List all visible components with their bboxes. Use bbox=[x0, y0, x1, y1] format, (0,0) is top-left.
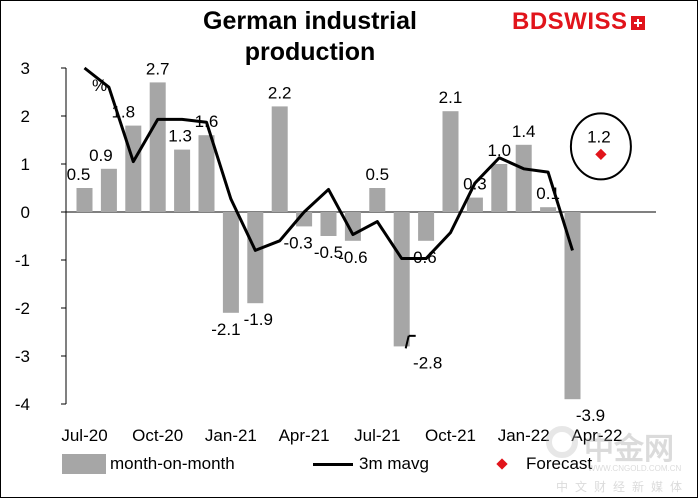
x-tick-label: Apr-21 bbox=[279, 426, 330, 445]
bar-data-label: 1.0 bbox=[487, 141, 511, 160]
bar-data-label: -3.9 bbox=[576, 406, 605, 425]
bar bbox=[174, 149, 191, 212]
y-tick-label: -3 bbox=[15, 347, 30, 366]
x-tick-label: Oct-20 bbox=[132, 426, 183, 445]
brand-name: BDSWISS bbox=[512, 8, 628, 35]
x-tick-label: Jan-21 bbox=[205, 426, 257, 445]
bar-data-label: 1.8 bbox=[111, 103, 135, 122]
watermark-logo-icon bbox=[546, 426, 578, 458]
bar bbox=[393, 212, 410, 347]
bar-data-label: 0.5 bbox=[67, 165, 91, 184]
forecast-data-label: 1.2 bbox=[587, 127, 611, 146]
watermark: 中金网 WWW.CNGOLD.COM.CN 中文财经新媒体 bbox=[546, 420, 696, 495]
bar bbox=[222, 212, 239, 313]
bar bbox=[491, 164, 508, 212]
legend-line-swatch bbox=[313, 462, 353, 466]
x-tick-label: Jul-20 bbox=[61, 426, 107, 445]
bar bbox=[198, 135, 215, 212]
watermark-name: 中金网 bbox=[584, 432, 674, 467]
bar bbox=[466, 197, 483, 212]
bar-data-label: -0.6 bbox=[338, 248, 367, 267]
bar-data-label: -0.5 bbox=[314, 243, 343, 262]
y-tick-label: 2 bbox=[21, 107, 30, 126]
bar bbox=[149, 82, 166, 213]
legend-label-forecast: Forecast bbox=[526, 454, 593, 473]
bar-data-label: 1.6 bbox=[195, 112, 219, 131]
bar bbox=[564, 212, 581, 400]
bar-data-label: -2.1 bbox=[211, 320, 240, 339]
bar-data-label: 1.4 bbox=[512, 122, 536, 141]
bar-data-label: -2.8 bbox=[413, 353, 442, 372]
legend-item-forecast: Forecast bbox=[488, 454, 592, 474]
bar bbox=[247, 212, 264, 304]
y-tick-label: 0 bbox=[21, 203, 30, 222]
y-tick-label: -4 bbox=[15, 395, 30, 414]
bar-data-label: 1.3 bbox=[168, 127, 192, 146]
forecast-highlight-circle bbox=[569, 112, 632, 181]
swiss-cross-icon bbox=[630, 16, 645, 30]
bar-data-label: 0.1 bbox=[536, 184, 560, 203]
forecast-point bbox=[595, 148, 607, 161]
y-tick-label: 3 bbox=[21, 59, 30, 78]
bar bbox=[320, 212, 337, 236]
y-tick-label: -2 bbox=[15, 299, 30, 318]
bar bbox=[515, 144, 532, 212]
bar-data-label: 2.1 bbox=[439, 88, 463, 107]
bar bbox=[271, 106, 288, 212]
x-tick-label: Jan-22 bbox=[498, 426, 550, 445]
bar-data-label: -0.6 bbox=[407, 248, 436, 267]
y-axis-label: % bbox=[92, 76, 107, 95]
chart-title: German industrial production bbox=[203, 7, 417, 66]
y-tick-label: 1 bbox=[21, 155, 30, 174]
bar-data-label: 0.3 bbox=[463, 175, 487, 194]
y-tick-label: -1 bbox=[15, 251, 30, 270]
watermark-tagline: 中文财经新媒体 bbox=[556, 480, 690, 494]
watermark-url: WWW.CNGOLD.COM.CN bbox=[588, 464, 682, 473]
bar-data-label: 0.9 bbox=[89, 146, 113, 165]
bar-data-label: 0.5 bbox=[365, 165, 389, 184]
bar bbox=[125, 125, 142, 212]
legend-item-mavg: 3m mavg bbox=[313, 454, 429, 474]
x-tick-label: Apr-22 bbox=[571, 426, 622, 445]
x-tick-label: Oct-21 bbox=[425, 426, 476, 445]
legend-item-mom: month-on-month bbox=[62, 454, 235, 474]
legend-bar-swatch bbox=[62, 454, 106, 474]
label-connector bbox=[404, 335, 410, 349]
legend: month-on-month 3m mavg Forecast bbox=[0, 452, 700, 480]
bar bbox=[442, 111, 459, 212]
bar-data-label: -0.3 bbox=[283, 233, 312, 252]
legend-diamond-swatch bbox=[496, 458, 508, 470]
bar-data-label: 2.2 bbox=[268, 83, 292, 102]
bar bbox=[76, 188, 93, 212]
bar bbox=[418, 212, 435, 241]
bar bbox=[540, 207, 557, 212]
bar bbox=[369, 188, 386, 212]
legend-label-mom: month-on-month bbox=[110, 454, 235, 473]
legend-label-mavg: 3m mavg bbox=[359, 454, 429, 473]
mavg-line bbox=[83, 66, 574, 261]
bar-data-label: 2.7 bbox=[146, 59, 170, 78]
x-tick-label: Jul-21 bbox=[354, 426, 400, 445]
brand-logo: BDSWISS bbox=[512, 8, 645, 36]
bar bbox=[100, 168, 117, 212]
bar-data-label: -1.9 bbox=[244, 310, 273, 329]
